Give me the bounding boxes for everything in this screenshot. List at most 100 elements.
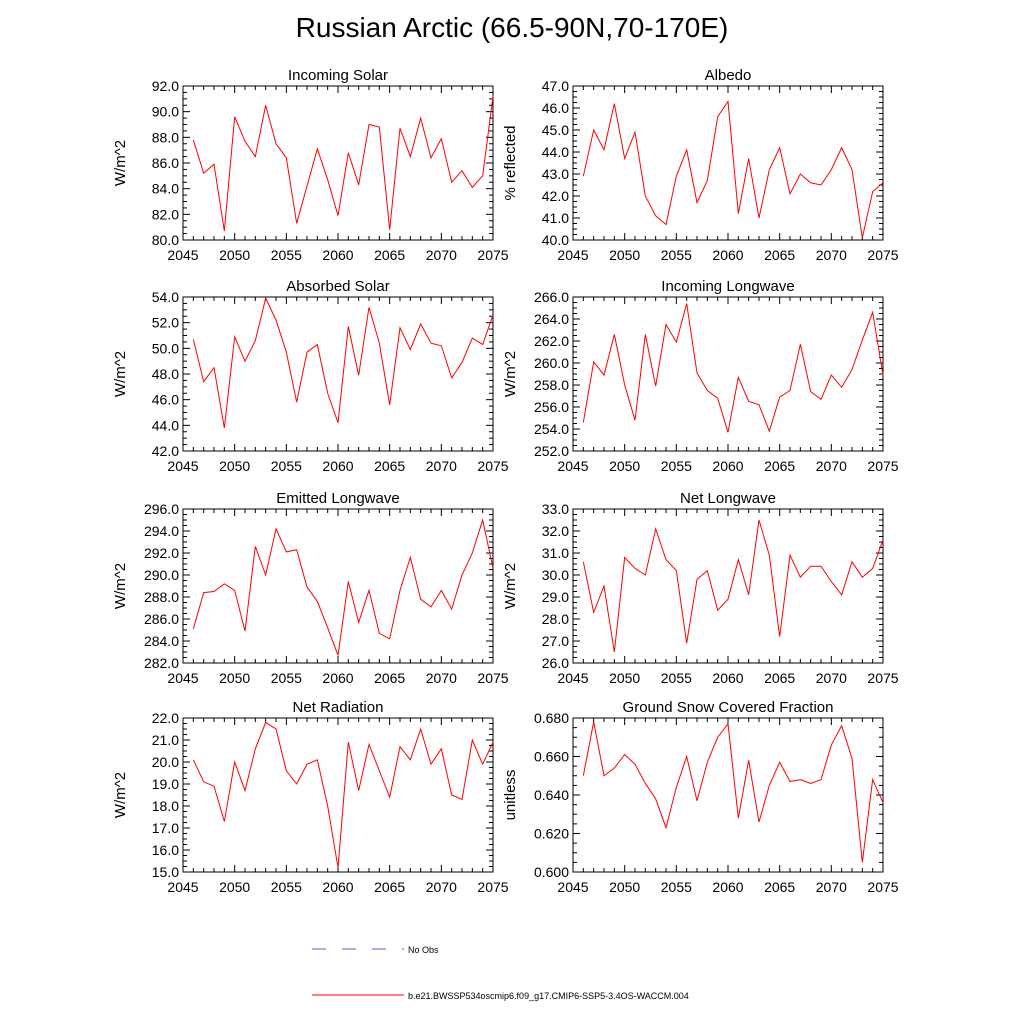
x-tick-label: 2075 xyxy=(477,670,508,686)
x-tick-label: 2065 xyxy=(374,458,405,474)
x-tick-label: 2060 xyxy=(712,247,743,263)
y-tick-label: 44.0 xyxy=(542,144,569,160)
y-tick-label: 294.0 xyxy=(144,523,179,539)
y-tick-label: 42.0 xyxy=(152,443,179,459)
plot-frame xyxy=(572,717,884,873)
x-tick-label: 2070 xyxy=(816,879,847,895)
chart-title: Net Longwave xyxy=(680,490,776,507)
y-tick-label: 27.0 xyxy=(542,633,569,649)
y-tick-label: 52.0 xyxy=(152,315,179,331)
y-tick-label: 288.0 xyxy=(144,589,179,605)
plot-frame xyxy=(182,717,494,873)
x-tick-label: 2050 xyxy=(609,670,640,686)
x-tick-label: 2050 xyxy=(219,879,250,895)
y-tick-label: 284.0 xyxy=(144,633,179,649)
chart-title: Albedo xyxy=(705,67,752,84)
y-tick-label: 29.0 xyxy=(542,589,569,605)
plot-frame xyxy=(572,296,884,452)
x-tick-label: 2065 xyxy=(374,247,405,263)
y-tick-label: 264.0 xyxy=(534,311,569,327)
chart-panel-1: Incoming Solar W/m^2 80.0 82.0 84.0 86.0 88.0 9… xyxy=(112,67,509,263)
x-tick-label: 2075 xyxy=(477,247,508,263)
y-tick-label: 48.0 xyxy=(152,366,179,382)
chart-panel-4: Incoming Longwave W/m^2 252.0 254.0 256.0 258… xyxy=(502,278,899,474)
series-line xyxy=(192,721,494,868)
x-tick-label: 2045 xyxy=(167,458,198,474)
y-tick-label: 54.0 xyxy=(152,289,179,305)
x-tick-label: 2055 xyxy=(271,879,302,895)
y-tick-label: 15.0 xyxy=(152,864,179,880)
y-tick-label: 45.0 xyxy=(542,122,569,138)
y-tick-label: 50.0 xyxy=(152,340,179,356)
chart-panel-8: Ground Snow Covered Fraction unitless 0.60… xyxy=(502,699,899,895)
y-tick-label: 260.0 xyxy=(534,355,569,371)
x-tick-label: 2050 xyxy=(219,670,250,686)
series-line xyxy=(192,96,494,232)
y-axis-label: W/m^2 xyxy=(502,351,519,397)
y-tick-label: 282.0 xyxy=(144,655,179,671)
x-tick-label: 2065 xyxy=(764,670,795,686)
x-tick-label: 2060 xyxy=(712,670,743,686)
y-tick-label: 84.0 xyxy=(152,181,179,197)
series-line xyxy=(582,303,884,433)
chart-title: Incoming Solar xyxy=(288,67,388,84)
x-tick-label: 2050 xyxy=(219,247,250,263)
y-axis-label: % reflected xyxy=(502,125,519,200)
series-line xyxy=(192,518,494,656)
chart-title: Emitted Longwave xyxy=(276,490,399,507)
y-axis-label: W/m^2 xyxy=(502,563,519,609)
x-tick-label: 2065 xyxy=(764,247,795,263)
y-tick-label: 22.0 xyxy=(152,710,179,726)
y-tick-label: 46.0 xyxy=(542,100,569,116)
series-line xyxy=(582,99,884,238)
x-tick-label: 2055 xyxy=(661,247,692,263)
x-tick-label: 2075 xyxy=(477,458,508,474)
y-tick-label: 17.0 xyxy=(152,820,179,836)
y-tick-label: 44.0 xyxy=(152,417,179,433)
plot-frame xyxy=(182,508,494,664)
y-tick-label: 296.0 xyxy=(144,501,179,517)
x-tick-label: 2070 xyxy=(816,247,847,263)
x-tick-label: 2050 xyxy=(609,879,640,895)
y-tick-label: 0.660 xyxy=(534,749,569,765)
x-tick-label: 2075 xyxy=(867,458,898,474)
chart-panel-7: Net Radiation W/m^2 15.0 16.0 17.0 18.0 19.0 20… xyxy=(112,699,509,895)
x-tick-label: 2075 xyxy=(867,879,898,895)
x-tick-label: 2060 xyxy=(322,670,353,686)
y-tick-label: 18.0 xyxy=(152,798,179,814)
chart-title: Net Radiation xyxy=(293,699,384,716)
y-tick-label: 40.0 xyxy=(542,232,569,248)
y-tick-label: 80.0 xyxy=(152,232,179,248)
x-tick-label: 2045 xyxy=(557,879,588,895)
y-tick-label: 86.0 xyxy=(152,155,179,171)
y-tick-label: 47.0 xyxy=(542,78,569,94)
y-tick-label: 290.0 xyxy=(144,567,179,583)
x-tick-label: 2050 xyxy=(609,247,640,263)
y-tick-label: 26.0 xyxy=(542,655,569,671)
y-tick-label: 92.0 xyxy=(152,78,179,94)
series-line xyxy=(582,721,884,863)
x-tick-label: 2065 xyxy=(374,670,405,686)
x-tick-label: 2055 xyxy=(661,458,692,474)
plot-frame xyxy=(572,508,884,664)
chart-panel-3: Absorbed Solar W/m^2 42.0 44.0 46.0 48.0 50.0 5… xyxy=(112,278,509,474)
y-axis-label: W/m^2 xyxy=(112,563,129,609)
plot-frame xyxy=(572,85,884,241)
chart-panel-2: Albedo % reflected 40.0 41.0 42.0 43.0 44.0 45.… xyxy=(502,67,899,263)
x-tick-label: 2060 xyxy=(322,458,353,474)
y-tick-label: 256.0 xyxy=(534,399,569,415)
x-tick-label: 2055 xyxy=(271,458,302,474)
x-tick-label: 2070 xyxy=(816,458,847,474)
x-tick-label: 2075 xyxy=(867,247,898,263)
x-tick-label: 2070 xyxy=(426,670,457,686)
y-tick-label: 262.0 xyxy=(534,333,569,349)
chart-panel-6: Net Longwave W/m^2 26.0 27.0 28.0 29.0 30.0 31.… xyxy=(502,490,899,686)
y-tick-label: 30.0 xyxy=(542,567,569,583)
series-line xyxy=(582,519,884,653)
y-tick-label: 292.0 xyxy=(144,545,179,561)
x-tick-label: 2065 xyxy=(764,879,795,895)
y-tick-label: 88.0 xyxy=(152,129,179,145)
y-tick-label: 0.680 xyxy=(534,710,569,726)
page-title: Russian Arctic (66.5-90N,70-170E) xyxy=(295,12,729,43)
